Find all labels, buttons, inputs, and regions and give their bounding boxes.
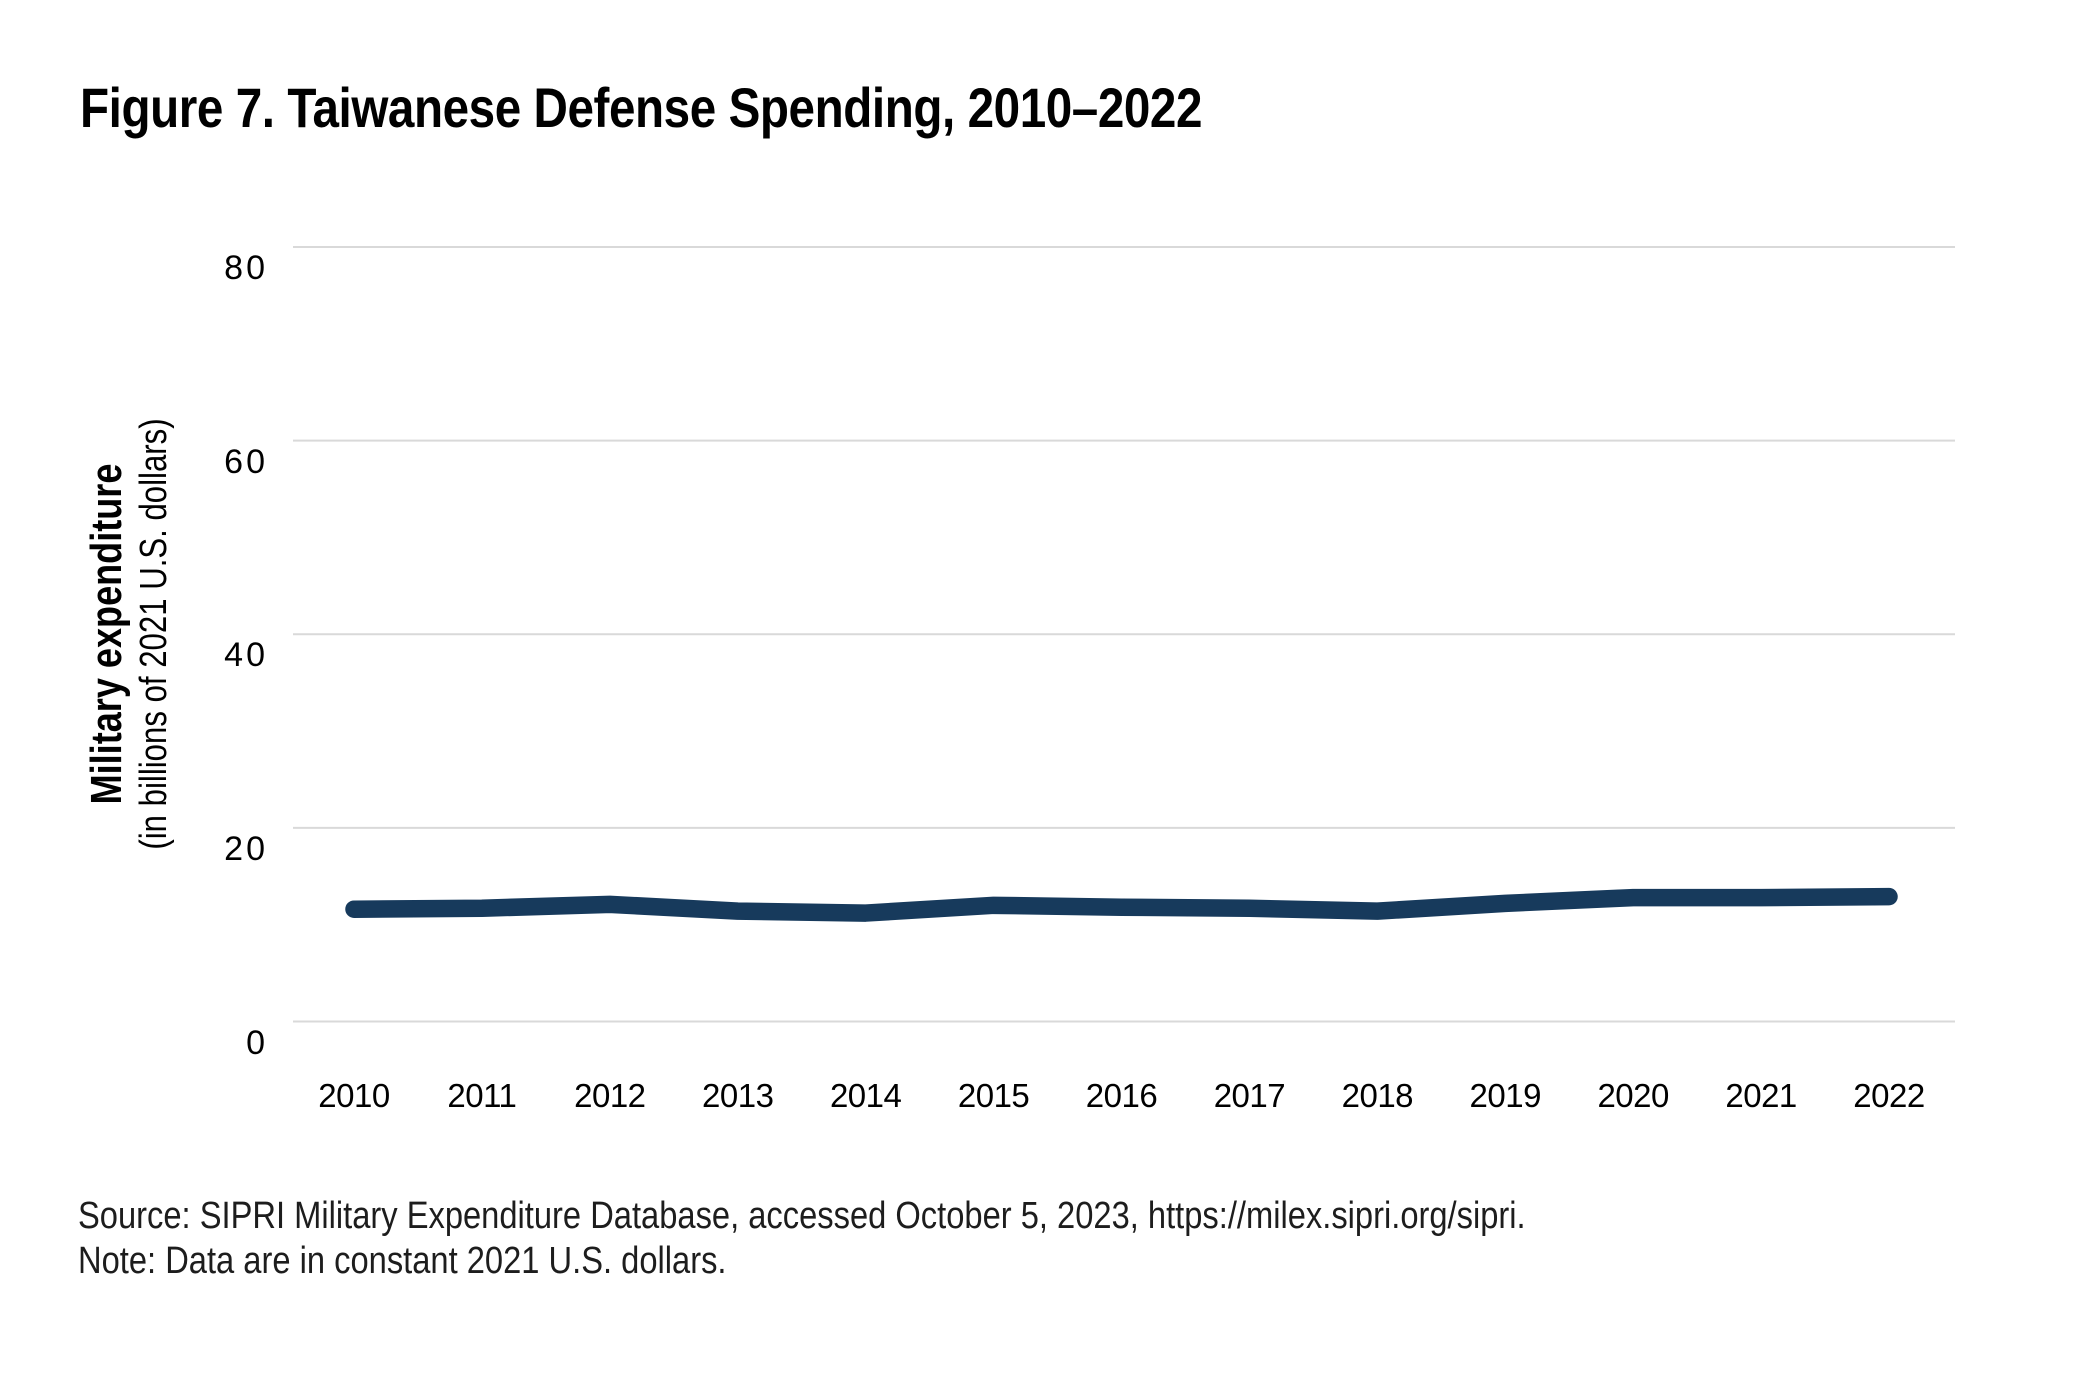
x-tick-label-2010: 2010 bbox=[318, 1077, 390, 1114]
source-text: Source: SIPRI Military Expenditure Datab… bbox=[78, 1195, 1526, 1237]
x-tick-label-2020: 2020 bbox=[1597, 1077, 1669, 1114]
y-tick-label-80: 80 bbox=[224, 249, 268, 287]
x-tick-label-2014: 2014 bbox=[829, 1077, 902, 1114]
y-tick-label-0: 0 bbox=[246, 1023, 268, 1062]
x-tick-label-2022: 2022 bbox=[1853, 1077, 1925, 1114]
x-tick-label-2021: 2021 bbox=[1725, 1077, 1797, 1114]
x-tick-label-2018: 2018 bbox=[1341, 1077, 1414, 1114]
y-tick-label-60: 60 bbox=[224, 442, 268, 481]
spending-line bbox=[345, 887, 1898, 922]
figure-title: Figure 7. Taiwanese Defense Spending, 20… bbox=[80, 76, 1203, 139]
x-tick-label-2016: 2016 bbox=[1085, 1077, 1158, 1114]
y-tick-label-40: 40 bbox=[224, 636, 268, 675]
x-tick-label-2015: 2015 bbox=[957, 1077, 1030, 1114]
x-tick-label-2011: 2011 bbox=[447, 1077, 517, 1114]
y-tick-label-20: 20 bbox=[224, 829, 268, 868]
source-note-block: Source: SIPRI Military Expenditure Datab… bbox=[78, 1194, 1526, 1284]
note-text: Note: Data are in constant 2021 U.S. dol… bbox=[78, 1240, 727, 1282]
x-tick-label-2012: 2012 bbox=[574, 1077, 646, 1114]
x-tick-label-2017: 2017 bbox=[1213, 1077, 1286, 1114]
x-tick-label-2019: 2019 bbox=[1469, 1077, 1542, 1114]
x-tick-label-2013: 2013 bbox=[702, 1077, 774, 1114]
